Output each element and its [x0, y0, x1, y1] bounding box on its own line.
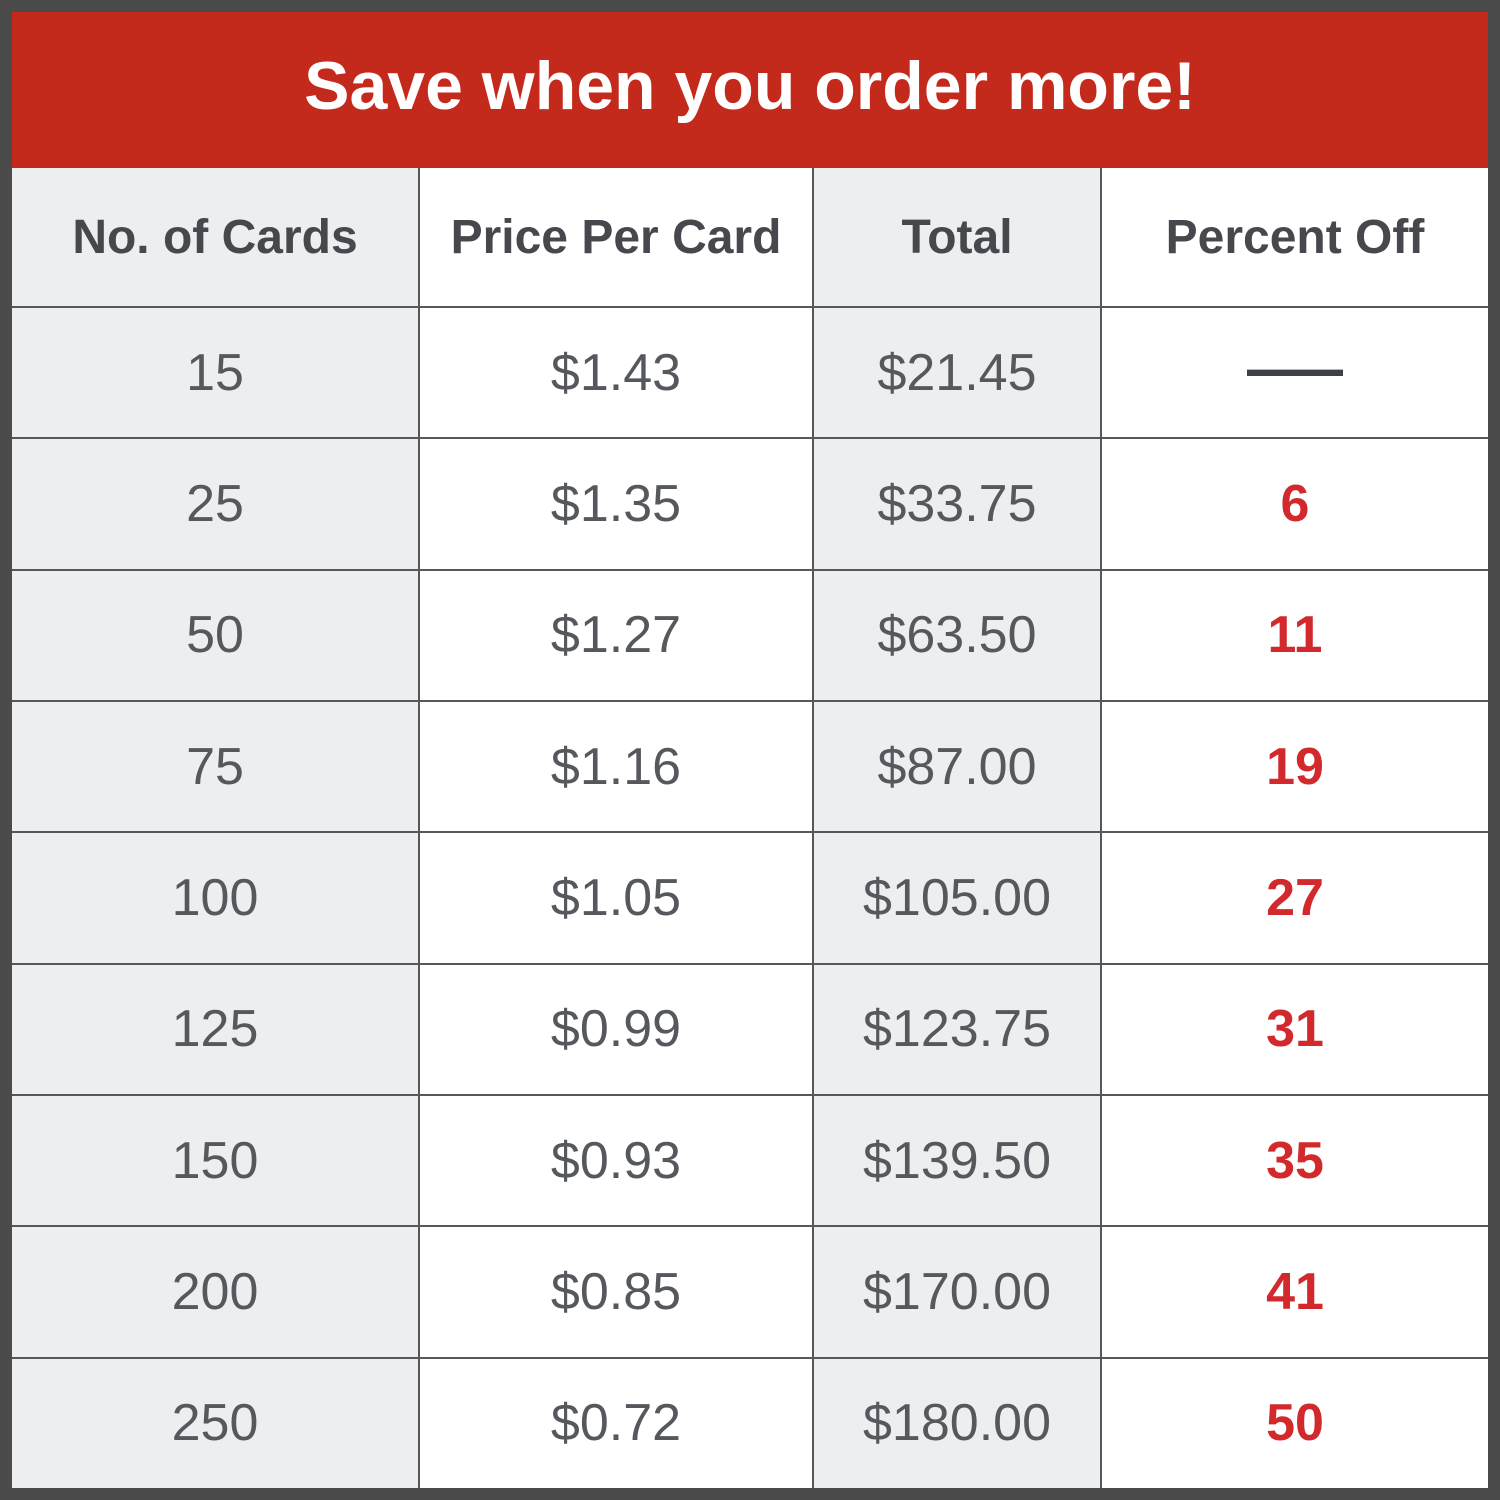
column-header-total: Total — [812, 168, 1100, 306]
percent-value: 31 — [1266, 1000, 1324, 1059]
percent-cell: — — [1100, 308, 1488, 438]
percent-value: 50 — [1266, 1394, 1324, 1453]
total-cell: $139.50 — [812, 1095, 1100, 1226]
total-cell: $21.45 — [812, 308, 1100, 438]
table-row: 200 $0.85 $170.00 41 — [12, 1225, 1488, 1357]
percent-cell: 6 — [1100, 439, 1488, 569]
price-cell: $1.16 — [418, 701, 812, 832]
cards-cell: 125 — [12, 964, 418, 1094]
percent-value: 27 — [1266, 868, 1324, 927]
price-cell: $1.05 — [418, 833, 812, 963]
price-cell: $1.35 — [418, 439, 812, 569]
price-value: $1.16 — [550, 737, 682, 796]
price-cell: $0.93 — [418, 1095, 812, 1226]
cards-value: 125 — [171, 1000, 259, 1059]
total-cell: $180.00 — [812, 1358, 1100, 1488]
table-header-row: No. of Cards Price Per Card Total Percen… — [12, 168, 1488, 306]
price-cell: $0.99 — [418, 964, 812, 1094]
total-value: $105.00 — [863, 868, 1051, 927]
total-cell: $105.00 — [812, 833, 1100, 963]
percent-cell: 35 — [1100, 1095, 1488, 1226]
price-value: $0.93 — [550, 1131, 682, 1190]
price-value: $0.99 — [550, 1000, 682, 1059]
percent-cell: 41 — [1100, 1227, 1488, 1357]
no-discount-dash: — — [1247, 310, 1343, 418]
table-row: 15 $1.43 $21.45 — — [12, 306, 1488, 438]
total-cell: $33.75 — [812, 439, 1100, 569]
price-value: $1.05 — [550, 868, 682, 927]
cards-value: 75 — [186, 737, 244, 796]
percent-value: 6 — [1280, 474, 1310, 533]
percent-cell: 19 — [1100, 701, 1488, 832]
total-value: $21.45 — [877, 343, 1037, 402]
table-row: 25 $1.35 $33.75 6 — [12, 437, 1488, 569]
price-value: $0.85 — [550, 1262, 682, 1321]
table-row: 100 $1.05 $105.00 27 — [12, 831, 1488, 963]
column-header-label: Total — [901, 210, 1013, 264]
cards-value: 150 — [171, 1131, 259, 1190]
pricing-table: No. of Cards Price Per Card Total Percen… — [12, 168, 1488, 1488]
total-cell: $123.75 — [812, 964, 1100, 1094]
percent-cell: 27 — [1100, 833, 1488, 963]
total-value: $87.00 — [877, 737, 1037, 796]
price-cell: $0.85 — [418, 1227, 812, 1357]
price-cell: $0.72 — [418, 1358, 812, 1488]
table-row: 150 $0.93 $139.50 35 — [12, 1093, 1488, 1226]
column-header-label: Price Per Card — [450, 210, 782, 264]
price-value: $1.27 — [550, 606, 682, 665]
cards-value: 200 — [171, 1262, 259, 1321]
column-header-label: Percent Off — [1165, 210, 1425, 264]
percent-value: 11 — [1267, 606, 1323, 665]
percent-value: 41 — [1266, 1262, 1324, 1321]
cards-cell: 15 — [12, 308, 418, 438]
total-value: $180.00 — [863, 1394, 1051, 1453]
total-value: $139.50 — [863, 1131, 1051, 1190]
promo-banner: Save when you order more! — [12, 12, 1488, 168]
percent-cell: 31 — [1100, 964, 1488, 1094]
cards-value: 15 — [186, 343, 244, 402]
cards-cell: 25 — [12, 439, 418, 569]
total-cell: $170.00 — [812, 1227, 1100, 1357]
cards-cell: 50 — [12, 570, 418, 700]
cards-value: 100 — [171, 868, 259, 927]
percent-cell: 50 — [1100, 1358, 1488, 1488]
total-cell: $87.00 — [812, 701, 1100, 832]
cards-value: 250 — [171, 1394, 259, 1453]
column-header-label: No. of Cards — [72, 210, 358, 264]
price-value: $1.43 — [550, 343, 682, 402]
price-value: $1.35 — [550, 474, 682, 533]
total-value: $170.00 — [863, 1262, 1051, 1321]
percent-value: 35 — [1266, 1131, 1324, 1190]
promo-banner-title: Save when you order more! — [304, 48, 1196, 124]
price-value: $0.72 — [550, 1394, 682, 1453]
cards-value: 25 — [186, 474, 244, 533]
cards-cell: 250 — [12, 1358, 418, 1488]
total-value: $63.50 — [877, 606, 1037, 665]
table-row: 50 $1.27 $63.50 11 — [12, 568, 1488, 700]
cards-cell: 100 — [12, 833, 418, 963]
column-header-no-of-cards: No. of Cards — [12, 168, 418, 306]
percent-cell: 11 — [1100, 570, 1488, 700]
column-header-price-per-card: Price Per Card — [418, 168, 812, 306]
price-cell: $1.27 — [418, 570, 812, 700]
price-cell: $1.43 — [418, 308, 812, 438]
table-row: 75 $1.16 $87.00 19 — [12, 699, 1488, 832]
total-value: $33.75 — [877, 474, 1037, 533]
table-row: 125 $0.99 $123.75 31 — [12, 962, 1488, 1094]
cards-value: 50 — [186, 606, 244, 665]
cards-cell: 150 — [12, 1095, 418, 1226]
table-row: 250 $0.72 $180.00 50 — [12, 1356, 1488, 1488]
total-value: $123.75 — [863, 1000, 1051, 1059]
total-cell: $63.50 — [812, 570, 1100, 700]
cards-cell: 200 — [12, 1227, 418, 1357]
percent-value: 19 — [1266, 737, 1324, 796]
column-header-percent-off: Percent Off — [1100, 168, 1488, 306]
cards-cell: 75 — [12, 701, 418, 832]
